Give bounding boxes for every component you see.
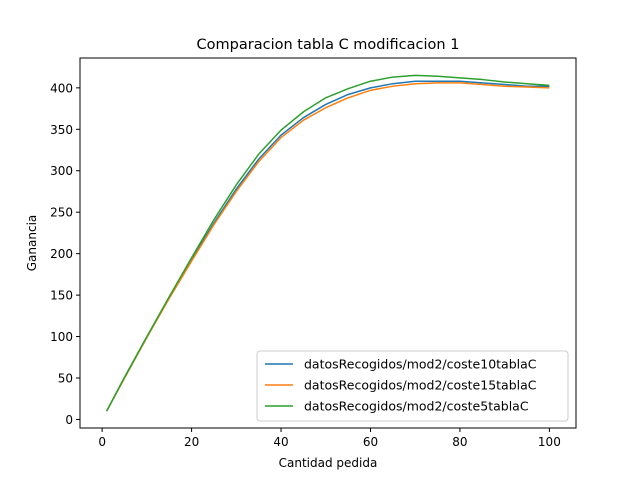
legend-label-1: datosRecogidos/mod2/coste15tablaC [304, 378, 537, 393]
x-axis-label: Cantidad pedida [279, 456, 378, 470]
y-axis: 0 50 100 150 200 250 300 350 400 [50, 81, 80, 427]
y-tick-label: 0 [65, 413, 73, 427]
plot-frame [79, 57, 577, 429]
chart-title: Comparacion tabla C modificacion 1 [197, 37, 460, 53]
y-tick-label: 200 [50, 247, 73, 261]
legend: datosRecogidos/mod2/coste10tablaC datosRe… [256, 350, 569, 422]
legend-entries: datosRecogidos/mod2/coste10tablaC datosRe… [265, 357, 537, 414]
y-tick-label: 400 [50, 81, 73, 95]
y-tick-label: 100 [50, 330, 73, 344]
y-tick-label: 150 [50, 289, 73, 303]
series-line-1 [105, 82, 550, 412]
y-axis-label: Ganancia [25, 215, 39, 272]
series-layer [105, 74, 550, 412]
x-tick-label: 0 [98, 435, 106, 449]
legend-label-2: datosRecogidos/mod2/coste5tablaC [304, 399, 529, 414]
series-line-2 [105, 74, 550, 412]
legend-box [256, 350, 569, 422]
x-tick-label: 100 [538, 435, 561, 449]
plot-area [79, 57, 577, 429]
y-tick-label: 350 [50, 123, 73, 137]
x-tick-label: 40 [273, 435, 288, 449]
x-tick-label: 20 [184, 435, 199, 449]
legend-label-0: datosRecogidos/mod2/coste10tablaC [304, 357, 537, 372]
x-tick-label: 80 [452, 435, 467, 449]
y-tick-label: 250 [50, 206, 73, 220]
y-tick-label: 300 [50, 164, 73, 178]
x-axis: 0 20 40 60 80 100 [98, 428, 561, 449]
x-tick-label: 60 [363, 435, 378, 449]
y-tick-label: 50 [58, 372, 73, 386]
